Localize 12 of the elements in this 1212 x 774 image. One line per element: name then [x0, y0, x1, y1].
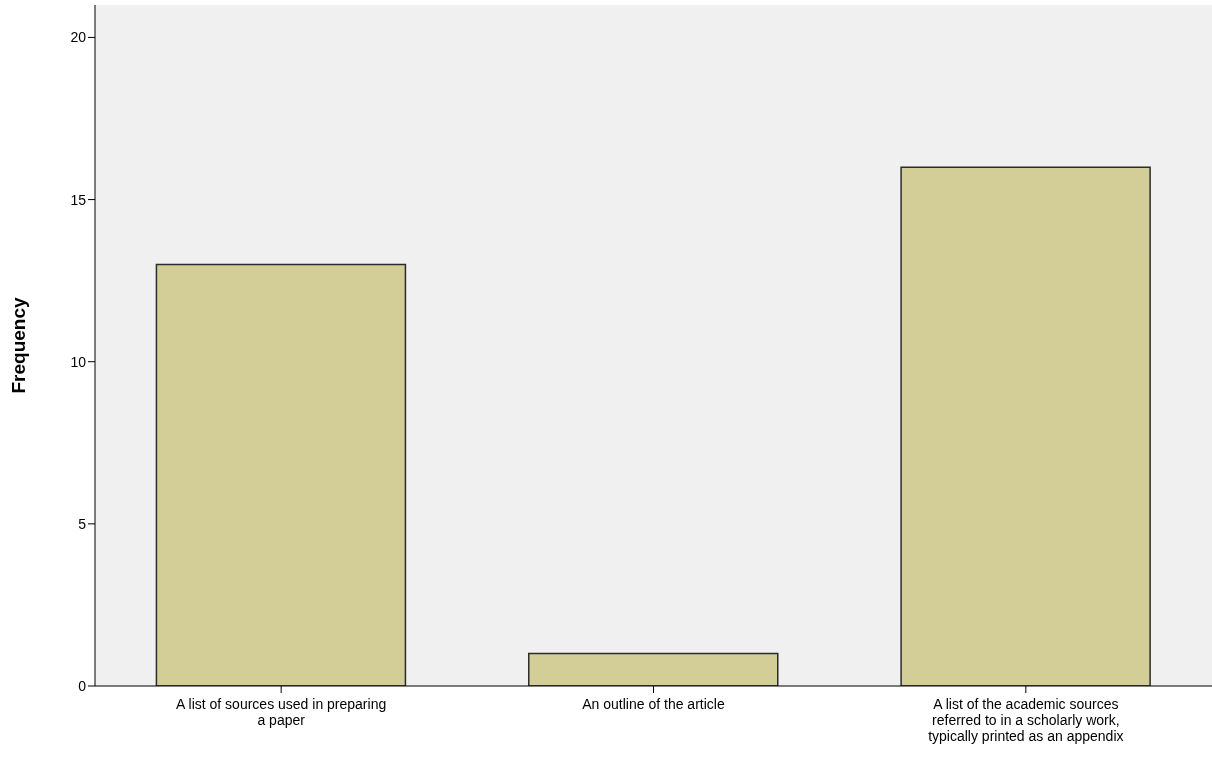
x-tick-label: A list of sources used in preparing a paper: [176, 696, 387, 728]
bar: [900, 166, 1151, 686]
bar: [528, 652, 779, 686]
bar: [155, 263, 407, 686]
y-tick-label: 0: [78, 677, 87, 694]
x-tick-label: An outline of the article: [582, 696, 725, 712]
x-tick-label: A list of the academic sources referred to in a scholarly work, typically printed as an appendix: [928, 696, 1124, 744]
y-tick-label: 20: [70, 29, 87, 46]
y-tick-label: 5: [78, 515, 87, 532]
y-tick-label: 10: [70, 353, 87, 370]
y-axis-title: Frequency: [7, 297, 29, 394]
y-tick-label: 15: [70, 191, 87, 208]
